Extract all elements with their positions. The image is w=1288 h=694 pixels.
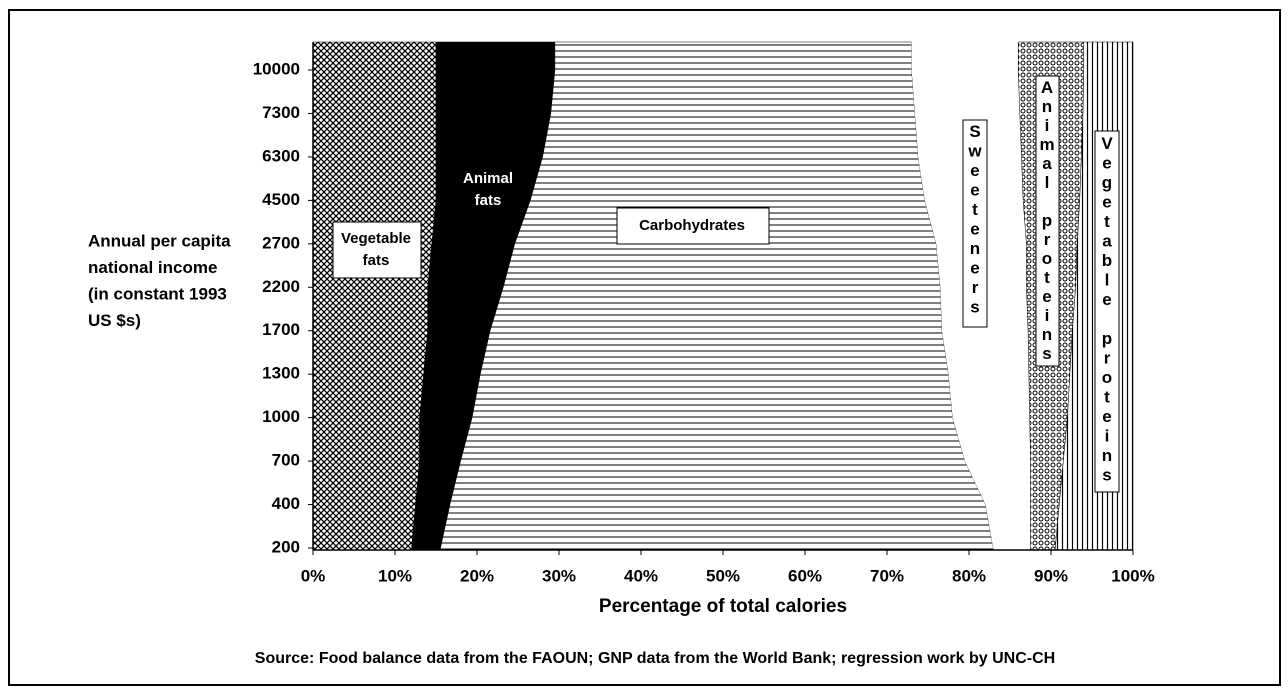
area bbox=[312, 41, 437, 551]
y-tick-label: 2200 bbox=[262, 277, 300, 296]
x-tick-label: 40% bbox=[624, 566, 658, 585]
y-tick-label: 700 bbox=[272, 451, 300, 470]
y-axis-title: US $s) bbox=[88, 311, 141, 330]
y-tick-label: 4500 bbox=[262, 190, 300, 209]
label-box bbox=[962, 119, 988, 328]
y-tick-label: 200 bbox=[272, 537, 300, 556]
series-label: Animal fats bbox=[463, 170, 513, 209]
x-tick-label: 0% bbox=[301, 566, 326, 585]
label-box bbox=[332, 221, 422, 279]
x-tick-label: 60% bbox=[788, 566, 822, 585]
x-axis-title: Percentage of total calories bbox=[599, 596, 847, 617]
x-tick-label: 90% bbox=[1034, 566, 1068, 585]
y-axis-title: national income bbox=[88, 258, 217, 277]
x-tick-label: 100% bbox=[1111, 566, 1154, 585]
x-tick-label: 10% bbox=[378, 566, 412, 585]
y-tick-label: 10000 bbox=[253, 60, 300, 79]
frame bbox=[8, 9, 1281, 686]
y-tick-label: 2700 bbox=[262, 233, 300, 252]
label-box bbox=[1094, 130, 1120, 493]
x-tick-label: 80% bbox=[952, 566, 986, 585]
y-tick-label: 1000 bbox=[262, 407, 300, 426]
source-note: Source: Food balance data from the FAOUN… bbox=[255, 650, 1055, 667]
y-tick-label: 1700 bbox=[262, 320, 300, 339]
y-tick-label: 7300 bbox=[262, 103, 300, 122]
x-tick-label: 20% bbox=[460, 566, 494, 585]
y-tick-label: 400 bbox=[272, 494, 300, 513]
series-label: Vegetable fats bbox=[341, 230, 411, 269]
x-tick-label: 70% bbox=[870, 566, 904, 585]
y-axis-title: Annual per capita bbox=[88, 231, 231, 250]
y-tick-label: 1300 bbox=[262, 364, 300, 383]
label-box bbox=[616, 207, 770, 245]
series-label: Carbohydrates bbox=[639, 217, 745, 234]
y-tick-label: 6300 bbox=[262, 146, 300, 165]
x-tick-label: 30% bbox=[542, 566, 576, 585]
x-tick-label: 50% bbox=[706, 566, 740, 585]
label-box bbox=[1035, 75, 1060, 367]
y-axis-title: (in constant 1993 bbox=[88, 284, 227, 303]
